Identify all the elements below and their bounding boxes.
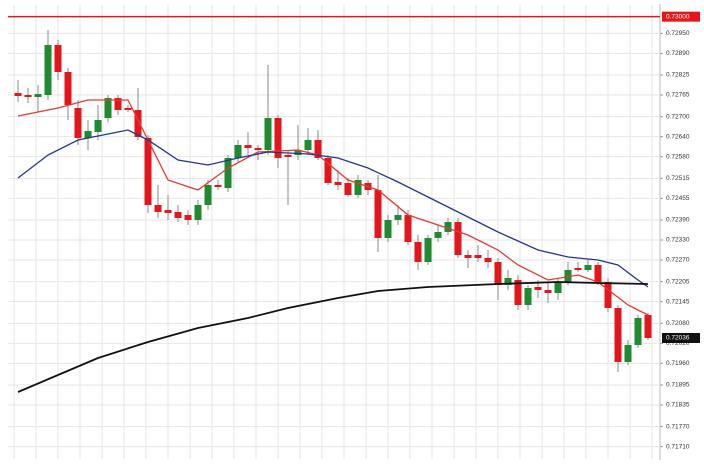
- candle-body: [124, 108, 132, 110]
- candle-body: [344, 183, 352, 195]
- y-tick-label: 0.72515: [666, 175, 690, 182]
- moving-average-line: [17, 281, 649, 393]
- candle-body: [444, 222, 452, 232]
- moving-average-line: [17, 99, 649, 316]
- candle-body: [394, 215, 402, 220]
- candle-body: [164, 210, 172, 213]
- y-tick-label: 0.72950: [666, 30, 690, 37]
- candle-body: [334, 182, 342, 185]
- candle-body: [544, 290, 552, 293]
- candle-body: [604, 282, 612, 308]
- last-price-label: 0.72036: [666, 335, 690, 342]
- candle-body: [174, 212, 182, 218]
- candle-body: [154, 205, 162, 212]
- candle-body: [374, 190, 382, 238]
- candle-body: [474, 255, 482, 258]
- candle-body: [484, 258, 492, 262]
- candle-body: [184, 215, 192, 220]
- candle-body: [614, 308, 622, 362]
- candle-body: [274, 118, 282, 158]
- y-tick-label: 0.72640: [666, 133, 690, 140]
- y-tick-label: 0.72020: [666, 340, 690, 347]
- y-tick-label: 0.72890: [666, 50, 690, 57]
- candle-body: [554, 282, 562, 293]
- candle-body: [14, 93, 22, 96]
- candle-body: [54, 45, 62, 72]
- candle-body: [324, 158, 332, 183]
- candle-body: [24, 95, 32, 97]
- candle-body: [414, 242, 422, 262]
- moving-average-line: [17, 129, 649, 288]
- candle-body: [504, 278, 512, 285]
- y-tick-label: 0.71960: [666, 360, 690, 367]
- y-tick-label: 0.72455: [666, 195, 690, 202]
- candle-body: [634, 318, 642, 345]
- candle-body: [134, 110, 142, 137]
- y-tick-label: 0.72330: [666, 237, 690, 244]
- candle-body: [454, 222, 462, 255]
- y-tick-label: 0.72205: [666, 278, 690, 285]
- candle-body: [214, 185, 222, 187]
- candle-body: [294, 150, 302, 155]
- y-tick-label: 0.72080: [666, 320, 690, 327]
- level-label-box: [662, 11, 700, 22]
- candle-body: [44, 45, 52, 95]
- candle-body: [144, 138, 152, 205]
- candle-body: [74, 108, 82, 138]
- candle-body: [424, 238, 432, 262]
- y-tick-label: 0.71710: [666, 443, 690, 450]
- level-label: 0.73000: [666, 13, 690, 20]
- candle-body: [314, 140, 322, 158]
- candle-body: [254, 148, 262, 150]
- y-tick-label: 0.71835: [666, 402, 690, 409]
- last-price-box: [662, 333, 700, 343]
- y-tick-label: 0.72145: [666, 298, 690, 305]
- candle-body: [494, 262, 502, 285]
- candle-body: [194, 205, 202, 220]
- candle-body: [434, 232, 442, 238]
- candle-body: [64, 72, 72, 105]
- y-tick-label: 0.72700: [666, 113, 690, 120]
- candle-body: [584, 265, 592, 270]
- candle-body: [624, 345, 632, 362]
- candle-body: [244, 145, 252, 148]
- candle-body: [594, 265, 602, 282]
- candle-body: [114, 98, 122, 110]
- y-tick-label: 0.72390: [666, 217, 690, 224]
- candle-body: [34, 94, 42, 97]
- candle-body: [644, 315, 652, 338]
- candle-body: [564, 270, 572, 282]
- candle-body: [204, 185, 212, 205]
- y-tick-label: 0.72580: [666, 153, 690, 160]
- candle-body: [284, 155, 292, 157]
- candle-body: [384, 220, 392, 238]
- candle-body: [104, 98, 112, 118]
- y-tick-label: 0.71770: [666, 423, 690, 430]
- candle-body: [234, 145, 242, 158]
- y-tick-label: 0.71895: [666, 382, 690, 389]
- candle-body: [534, 287, 542, 290]
- candle-body: [574, 268, 582, 270]
- y-tick-label: 0.72825: [666, 72, 690, 79]
- candle-body: [264, 118, 272, 150]
- candle-body: [304, 140, 312, 150]
- candle-body: [514, 280, 522, 305]
- candle-body: [464, 255, 472, 258]
- candle-body: [94, 120, 102, 132]
- candle-body: [84, 131, 92, 138]
- y-tick-label: 0.72765: [666, 92, 690, 99]
- candle-body: [404, 215, 412, 242]
- candle-body: [224, 158, 232, 188]
- candle-body: [524, 288, 532, 305]
- candle-body: [354, 180, 362, 195]
- y-tick-label: 0.72270: [666, 257, 690, 264]
